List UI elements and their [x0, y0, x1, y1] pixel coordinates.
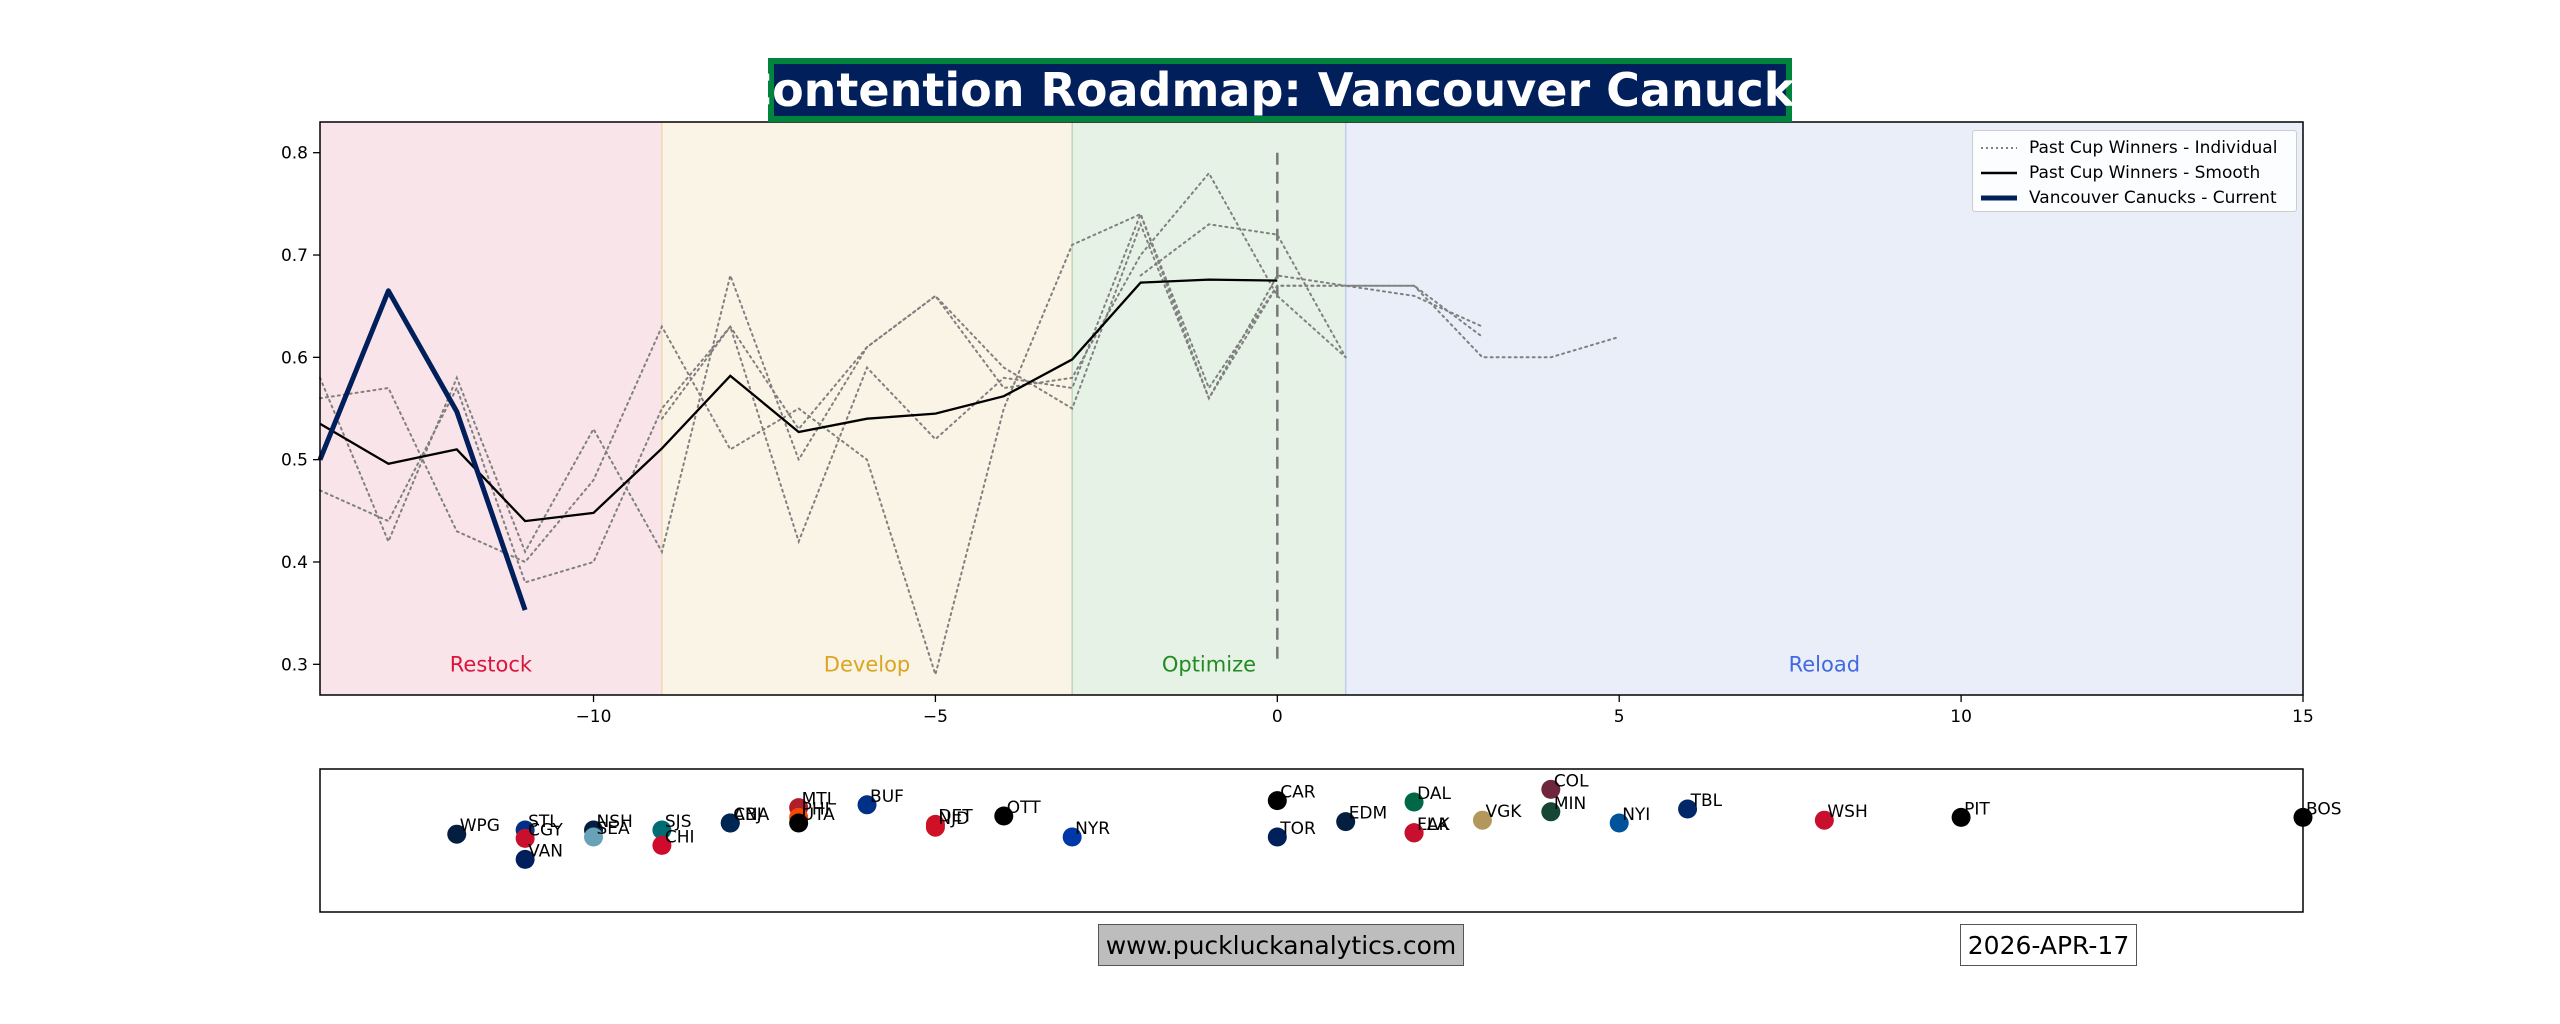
team-label-tor: TOR — [1279, 819, 1316, 839]
y-tick-label: 0.7 — [281, 246, 308, 266]
team-dot-wsh — [1814, 810, 1834, 830]
phase-label-develop: Develop — [824, 652, 910, 676]
legend-item-individual: Past Cup Winners - Individual — [1981, 135, 2288, 160]
team-label-bos: BOS — [2306, 799, 2342, 819]
legend-label-individual: Past Cup Winners - Individual — [2029, 137, 2278, 158]
y-tick-label: 0.5 — [281, 451, 308, 471]
x-tick-label: −10 — [576, 707, 612, 727]
team-dot-pit — [1951, 807, 1971, 827]
x-tick-label: 15 — [2292, 707, 2314, 727]
x-tick-label: −5 — [923, 707, 948, 727]
team-dot-wpg — [447, 824, 467, 844]
team-label-nyi: NYI — [1622, 805, 1650, 825]
team-dot-edm — [1336, 812, 1356, 832]
series-individual-line-5 — [1139, 223, 1347, 359]
team-label-fla: FLA — [1417, 815, 1449, 835]
team-label-stl: STL — [528, 812, 559, 832]
series-individual-line-1 — [319, 221, 1484, 555]
team-dot-ott — [994, 806, 1014, 826]
legend-item-smooth: Past Cup Winners - Smooth — [1981, 160, 2288, 185]
phase-label-optimize: Optimize — [1162, 652, 1256, 676]
team-label-det: DET — [938, 806, 973, 826]
x-tick-label: 5 — [1614, 707, 1625, 727]
team-label-dal: DAL — [1417, 784, 1451, 804]
team-dot-tbl — [1678, 799, 1698, 819]
team-label-pit: PIT — [1964, 799, 1990, 819]
chart-legend: Past Cup Winners - Individual Past Cup W… — [1972, 130, 2297, 212]
team-dot-sea — [584, 827, 604, 847]
legend-label-current: Vancouver Canucks - Current — [2029, 187, 2277, 208]
team-dot-chi — [652, 835, 672, 855]
website-footer[interactable]: www.puckluckanalytics.com — [1098, 924, 1464, 966]
legend-swatch-dotted — [1981, 146, 2017, 149]
team-dot-uta — [789, 813, 809, 833]
team-label-van: VAN — [528, 841, 563, 861]
team-dot-nyr — [1062, 827, 1082, 847]
y-tick-label: 0.4 — [281, 553, 308, 573]
team-dot-buf — [857, 795, 877, 815]
phase-region-reload — [1345, 122, 2303, 695]
y-tick-label: 0.3 — [281, 655, 308, 675]
phase-label-reload: Reload — [1789, 652, 1860, 676]
legend-label-smooth: Past Cup Winners - Smooth — [2029, 162, 2261, 183]
team-dot-bos — [2293, 807, 2313, 827]
series-individual-line-4 — [660, 171, 1347, 431]
team-label-nyr: NYR — [1075, 819, 1110, 839]
team-label-tbl: TBL — [1690, 791, 1723, 811]
team-dot-fla — [1404, 823, 1424, 843]
team-label-nsh: NSH — [597, 812, 633, 832]
team-label-ana: ANA — [733, 805, 769, 825]
team-dot-sjs — [652, 820, 672, 840]
team-dot-vgk — [1472, 810, 1492, 830]
team-dot-min — [1541, 802, 1561, 822]
team-dot-cgy — [515, 828, 535, 848]
legend-item-current: Vancouver Canucks - Current — [1981, 185, 2288, 210]
legend-swatch-thick — [1981, 195, 2017, 200]
team-label-njd: NJD — [938, 809, 969, 829]
team-label-lak: LAK — [1417, 815, 1450, 835]
chart-title: Contention Roadmap: Vancouver Canucks — [738, 58, 1822, 122]
phase-region-develop — [661, 122, 1073, 695]
team-label-min: MIN — [1554, 794, 1586, 814]
y-tick-label: 0.8 — [281, 144, 308, 164]
team-label-mtl: MTL — [802, 790, 837, 810]
phase-region-optimize — [1072, 122, 1346, 695]
team-dot-nyi — [1609, 813, 1629, 833]
team-label-wpg: WPG — [460, 816, 500, 836]
team-label-edm: EDM — [1349, 804, 1388, 824]
team-dot-car — [1267, 791, 1287, 811]
phase-label-restock: Restock — [450, 652, 533, 676]
team-label-sea: SEA — [597, 819, 631, 839]
team-label-sjs: SJS — [665, 812, 692, 832]
team-dot-cbj — [720, 813, 740, 833]
team-label-cbj: CBJ — [733, 805, 762, 825]
team-label-buf: BUF — [870, 787, 904, 807]
team-label-chi: CHI — [665, 827, 695, 847]
team-dot-col — [1541, 779, 1561, 799]
plot-frame — [319, 121, 2304, 696]
series-individual-line-2 — [319, 211, 1621, 584]
phase-region-restock — [320, 122, 662, 695]
team-dot-tor — [1267, 827, 1287, 847]
team-dot-njd — [925, 817, 945, 837]
team-label-cgy: CGY — [528, 820, 563, 840]
series-individual-line-3 — [319, 212, 1484, 679]
legend-swatch-solid — [1981, 171, 2017, 174]
team-label-uta: UTA — [802, 805, 836, 825]
team-label-col: COL — [1554, 771, 1589, 791]
x-tick-label: 0 — [1272, 707, 1283, 727]
team-dot-dal — [1404, 792, 1424, 812]
date-footer: 2026-APR-17 — [1960, 924, 2137, 966]
series-current-line — [317, 288, 528, 611]
x-tick-label: 10 — [1950, 707, 1972, 727]
team-dot-van — [515, 849, 535, 869]
team-strip-frame — [319, 768, 2304, 913]
team-label-wsh: WSH — [1827, 802, 1867, 822]
team-label-ott: OTT — [1007, 798, 1041, 818]
y-tick-label: 0.6 — [281, 348, 308, 368]
team-label-vgk: VGK — [1485, 802, 1522, 822]
team-label-phi: PHI — [802, 799, 830, 819]
team-label-car: CAR — [1280, 783, 1315, 803]
